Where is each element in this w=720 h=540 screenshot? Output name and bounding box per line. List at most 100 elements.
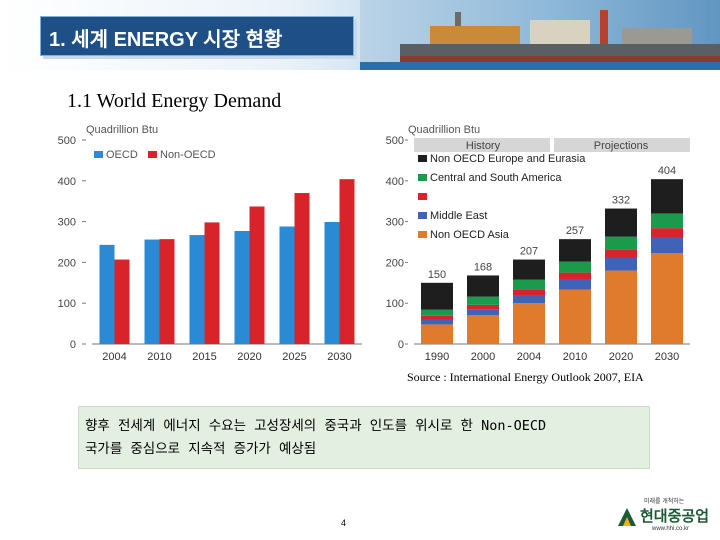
bar-non-oecd <box>294 193 310 344</box>
legend-label-africa: Africa <box>430 191 459 203</box>
bar-segment-non-oecd-europe-eurasia <box>651 179 683 214</box>
chart-nonoecd-by-region: Quadrillion Btu 0 100 200 300 400 500 History Pr… <box>386 124 690 363</box>
period-band-projections <box>554 138 690 152</box>
bar-segment-non-oecd-asia <box>559 289 591 344</box>
company-logo: 미래를 개척하는 현대중공업 www.hhi.co.kr <box>616 496 716 538</box>
bar-total-label: 404 <box>658 165 676 177</box>
logo-url: www.hhi.co.kr <box>652 526 690 532</box>
bar-segment-middle-east <box>605 257 637 271</box>
bar-segment-central-south-america <box>559 261 591 273</box>
logo-tagline: 미래를 개척하는 <box>644 499 685 505</box>
bar-segment-non-oecd-europe-eurasia <box>421 282 453 310</box>
legend-label-non-oecd-asia: Non OECD Asia <box>430 229 510 241</box>
x-tick-label: 2020 <box>609 351 633 363</box>
legend-label-middle-east: Middle East <box>430 210 487 222</box>
legend-swatch <box>418 231 427 238</box>
bar-total-label: 207 <box>520 246 538 258</box>
x-tick-label: 2025 <box>282 351 306 363</box>
bar-non-oecd <box>249 206 265 344</box>
bar-segment-middle-east <box>559 279 591 290</box>
note-line-2: 국가를 중심으로 지속적 증가가 예상됨 <box>85 441 317 457</box>
x-tick-label: 2004 <box>102 351 126 363</box>
x-tick-label: 2010 <box>147 351 171 363</box>
legend-swatch <box>418 155 427 162</box>
y-tick-label: 500 <box>58 135 76 147</box>
y-tick-label: 300 <box>386 217 404 229</box>
bar-oecd <box>144 239 160 344</box>
bar-segment-africa <box>467 304 499 310</box>
chart-oecd-vs-nonoecd: Quadrillion Btu 0 100 200 300 400 500 OECD Non-O… <box>58 124 362 363</box>
x-tick-label: 2000 <box>471 351 495 363</box>
bar-oecd <box>189 235 205 344</box>
note-line-1: 향후 전세계 에너지 수요는 고성장세의 중국과 인도를 위시로 한 Non-O… <box>85 418 547 434</box>
bar-segment-non-oecd-asia <box>651 253 683 344</box>
bar-total-label: 168 <box>474 261 492 273</box>
legend-swatch <box>418 193 427 200</box>
summary-note: 향후 전세계 에너지 수요는 고성장세의 중국과 인도를 위시로 한 Non-O… <box>78 406 650 469</box>
legend-swatch-non-oecd <box>148 151 157 158</box>
bar-segment-central-south-america <box>467 296 499 305</box>
bar-non-oecd <box>114 259 130 344</box>
bar-non-oecd <box>339 179 355 344</box>
bar-segment-central-south-america <box>421 309 453 316</box>
bar-total-label: 150 <box>428 269 446 281</box>
bar-segment-non-oecd-asia <box>421 324 453 344</box>
bar-oecd <box>324 222 340 344</box>
period-label-history: History <box>466 140 501 152</box>
bar-oecd <box>99 244 115 344</box>
bar-segment-non-oecd-europe-eurasia <box>513 259 545 280</box>
bar-segment-africa <box>651 228 683 238</box>
legend-label-non-oecd-europe-eurasia: Non OECD Europe and Eurasia <box>430 153 586 165</box>
y-tick-label: 0 <box>398 339 404 351</box>
x-tick-label: 1990 <box>425 351 449 363</box>
y-tick-label: 0 <box>70 339 76 351</box>
bar-total-label: 332 <box>612 195 630 207</box>
bar-segment-non-oecd-asia <box>513 303 545 344</box>
x-tick-label: 2015 <box>192 351 216 363</box>
title-box: 1. 세계 ENERGY 시장 현황 <box>40 16 354 56</box>
bar-oecd <box>234 230 250 344</box>
y-tick-label: 500 <box>386 135 404 147</box>
bar-total-label: 257 <box>566 225 584 237</box>
bar-segment-non-oecd-europe-eurasia <box>467 275 499 297</box>
x-tick-label: 2020 <box>237 351 261 363</box>
y-tick-label: 300 <box>58 217 76 229</box>
bar-segment-non-oecd-europe-eurasia <box>559 239 591 262</box>
x-tick-label: 2030 <box>655 351 679 363</box>
bar-non-oecd <box>159 239 175 344</box>
slide-title: 1. 세계 ENERGY 시장 현황 <box>49 29 283 51</box>
bar-segment-central-south-america <box>651 213 683 229</box>
bar-oecd <box>279 226 295 344</box>
period-label-projections: Projections <box>594 140 649 152</box>
y-axis-label: Quadrillion Btu <box>86 124 158 136</box>
legend-swatch <box>418 212 427 219</box>
y-tick-label: 100 <box>58 298 76 310</box>
bar-segment-africa <box>559 272 591 280</box>
y-axis-label: Quadrillion Btu <box>408 124 480 136</box>
bar-segment-africa <box>421 315 453 320</box>
plot-area <box>414 130 690 344</box>
bar-segment-non-oecd-europe-eurasia <box>605 208 637 237</box>
x-tick-label: 2004 <box>517 351 541 363</box>
slide-subtitle: 1.1 World Energy Demand <box>67 90 282 112</box>
logo-mark-icon <box>618 508 636 526</box>
bar-non-oecd <box>204 222 220 344</box>
source-citation: Source : International Energy Outlook 20… <box>407 370 644 384</box>
y-tick-label: 400 <box>58 176 76 188</box>
y-tick-label: 200 <box>58 257 76 269</box>
bar-segment-middle-east <box>467 309 499 316</box>
bar-segment-central-south-america <box>513 279 545 290</box>
x-tick-label: 2030 <box>327 351 351 363</box>
page-number: 4 <box>341 518 347 528</box>
y-tick-label: 200 <box>386 257 404 269</box>
plot-area <box>92 130 362 344</box>
summary-note-text: 향후 전세계 에너지 수요는 고성장세의 중국과 인도를 위시로 한 Non-O… <box>85 415 645 461</box>
legend-label-non-oecd: Non-OECD <box>160 149 216 161</box>
offshore-platform-image <box>360 0 720 70</box>
bar-segment-middle-east <box>421 319 453 325</box>
bar-segment-non-oecd-asia <box>467 315 499 344</box>
bar-segment-middle-east <box>513 295 545 304</box>
bar-segment-africa <box>605 249 637 258</box>
period-band-history <box>414 138 550 152</box>
y-tick-label: 400 <box>386 176 404 188</box>
